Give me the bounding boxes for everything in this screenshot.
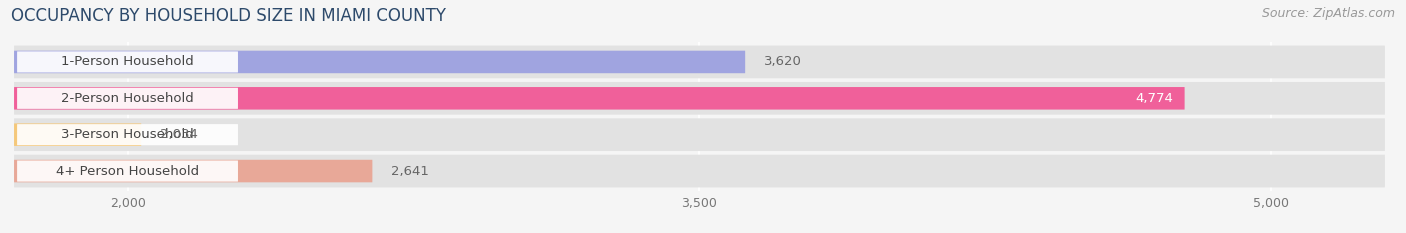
FancyBboxPatch shape — [14, 118, 1385, 151]
Text: 4+ Person Household: 4+ Person Household — [56, 164, 200, 178]
FancyBboxPatch shape — [14, 46, 1385, 78]
Text: 2-Person Household: 2-Person Household — [60, 92, 194, 105]
FancyBboxPatch shape — [14, 87, 1185, 110]
Text: 2,034: 2,034 — [160, 128, 198, 141]
FancyBboxPatch shape — [14, 51, 745, 73]
Text: 1-Person Household: 1-Person Household — [60, 55, 194, 69]
FancyBboxPatch shape — [14, 82, 1385, 115]
FancyBboxPatch shape — [17, 51, 238, 72]
Text: OCCUPANCY BY HOUSEHOLD SIZE IN MIAMI COUNTY: OCCUPANCY BY HOUSEHOLD SIZE IN MIAMI COU… — [11, 7, 446, 25]
FancyBboxPatch shape — [17, 124, 238, 145]
Text: Source: ZipAtlas.com: Source: ZipAtlas.com — [1261, 7, 1395, 20]
FancyBboxPatch shape — [14, 160, 373, 182]
FancyBboxPatch shape — [14, 123, 141, 146]
FancyBboxPatch shape — [17, 88, 238, 109]
FancyBboxPatch shape — [17, 161, 238, 182]
Text: 3-Person Household: 3-Person Household — [60, 128, 194, 141]
FancyBboxPatch shape — [14, 155, 1385, 187]
Text: 3,620: 3,620 — [765, 55, 801, 69]
Text: 2,641: 2,641 — [391, 164, 429, 178]
Text: 4,774: 4,774 — [1135, 92, 1173, 105]
